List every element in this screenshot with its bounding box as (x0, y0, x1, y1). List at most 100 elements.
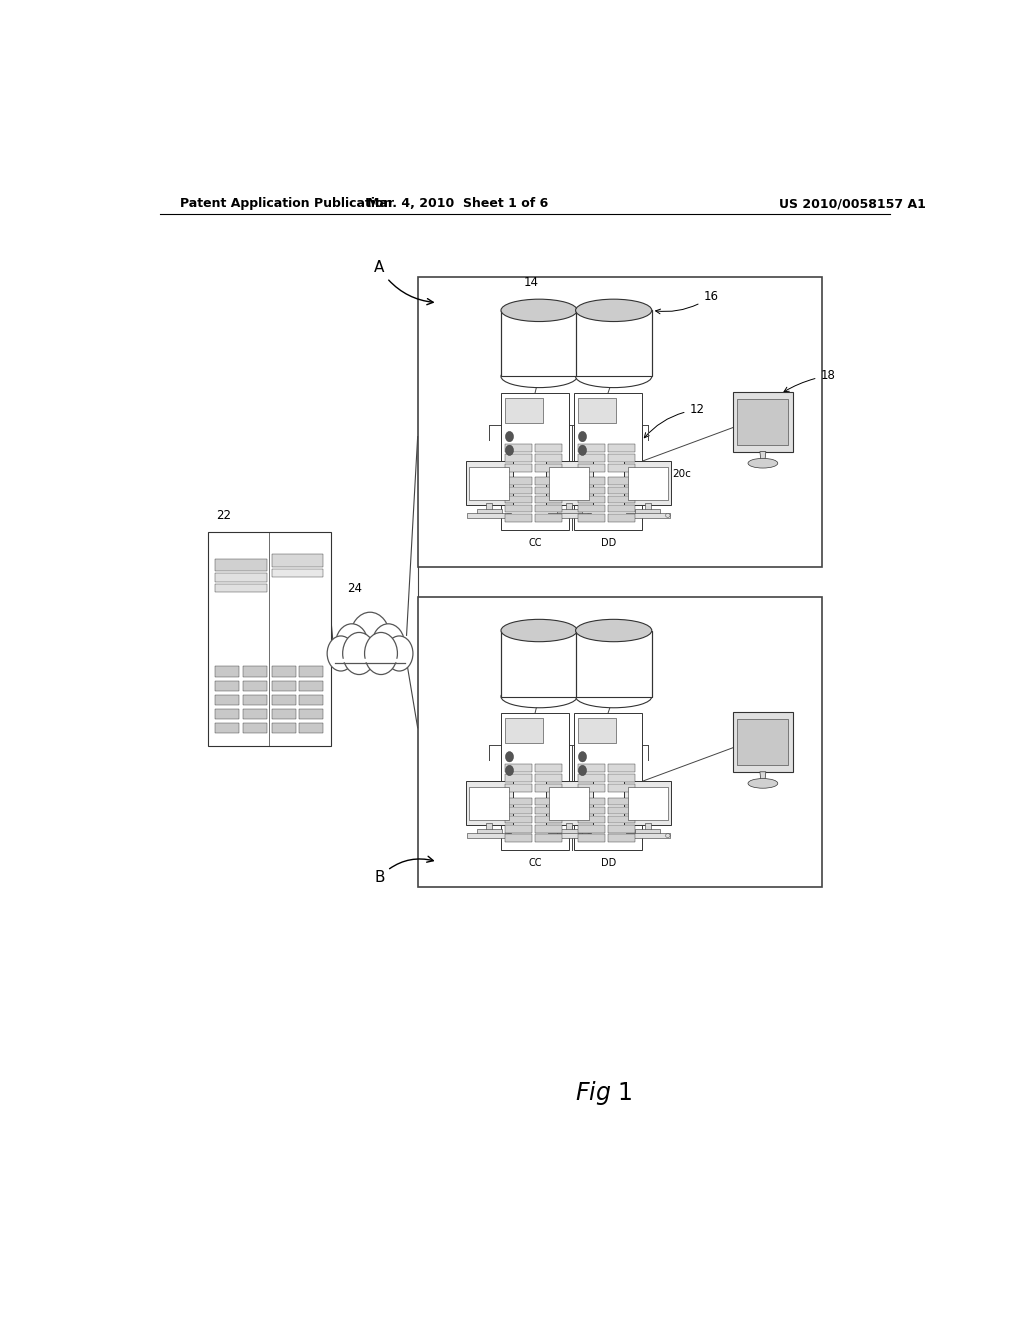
Circle shape (506, 751, 513, 762)
FancyBboxPatch shape (418, 598, 822, 887)
Ellipse shape (666, 834, 670, 837)
Ellipse shape (575, 685, 651, 708)
FancyBboxPatch shape (579, 797, 605, 805)
FancyBboxPatch shape (626, 833, 670, 838)
FancyBboxPatch shape (557, 829, 582, 834)
FancyBboxPatch shape (536, 834, 562, 842)
FancyBboxPatch shape (608, 764, 635, 772)
Circle shape (336, 624, 369, 665)
FancyBboxPatch shape (299, 694, 324, 705)
FancyBboxPatch shape (536, 478, 562, 484)
Polygon shape (760, 451, 766, 463)
FancyBboxPatch shape (579, 784, 605, 792)
FancyBboxPatch shape (579, 513, 605, 521)
Text: 14: 14 (523, 276, 539, 289)
FancyBboxPatch shape (536, 454, 562, 462)
Circle shape (506, 445, 513, 455)
FancyBboxPatch shape (506, 399, 543, 422)
FancyBboxPatch shape (625, 461, 672, 504)
Ellipse shape (575, 619, 651, 642)
FancyBboxPatch shape (271, 723, 296, 733)
FancyBboxPatch shape (486, 824, 492, 830)
FancyBboxPatch shape (608, 816, 635, 824)
FancyBboxPatch shape (628, 467, 668, 500)
Text: DD: DD (600, 539, 615, 548)
FancyBboxPatch shape (608, 445, 635, 453)
FancyBboxPatch shape (506, 797, 532, 805)
FancyBboxPatch shape (506, 513, 532, 521)
Ellipse shape (587, 834, 592, 837)
FancyBboxPatch shape (476, 510, 502, 515)
Circle shape (372, 624, 404, 665)
FancyBboxPatch shape (579, 506, 605, 512)
FancyBboxPatch shape (546, 780, 593, 825)
FancyBboxPatch shape (299, 681, 324, 690)
FancyBboxPatch shape (608, 506, 635, 512)
FancyBboxPatch shape (506, 454, 532, 462)
Circle shape (365, 632, 397, 675)
FancyBboxPatch shape (418, 277, 822, 568)
FancyBboxPatch shape (536, 764, 562, 772)
FancyBboxPatch shape (608, 454, 635, 462)
FancyBboxPatch shape (476, 829, 502, 834)
FancyBboxPatch shape (243, 723, 267, 733)
FancyBboxPatch shape (486, 503, 492, 510)
FancyBboxPatch shape (579, 454, 605, 462)
FancyBboxPatch shape (243, 667, 267, 677)
FancyBboxPatch shape (625, 780, 672, 825)
Text: 10: 10 (542, 375, 557, 388)
FancyBboxPatch shape (608, 825, 635, 833)
FancyBboxPatch shape (733, 392, 793, 451)
FancyBboxPatch shape (737, 718, 788, 766)
FancyBboxPatch shape (628, 787, 668, 821)
Text: 20b: 20b (593, 469, 613, 479)
FancyBboxPatch shape (579, 764, 605, 772)
FancyBboxPatch shape (506, 718, 543, 743)
FancyBboxPatch shape (579, 825, 605, 833)
Ellipse shape (587, 513, 592, 517)
FancyBboxPatch shape (579, 816, 605, 824)
FancyBboxPatch shape (579, 445, 605, 453)
Text: A: A (374, 260, 433, 305)
FancyBboxPatch shape (502, 713, 569, 850)
FancyBboxPatch shape (271, 694, 296, 705)
FancyBboxPatch shape (608, 465, 635, 473)
FancyBboxPatch shape (536, 775, 562, 783)
FancyBboxPatch shape (579, 775, 605, 783)
FancyBboxPatch shape (626, 513, 670, 517)
FancyBboxPatch shape (579, 834, 605, 842)
FancyBboxPatch shape (536, 465, 562, 473)
FancyBboxPatch shape (215, 560, 267, 570)
Text: 22: 22 (216, 510, 230, 523)
Text: DD: DD (600, 858, 615, 869)
Polygon shape (501, 631, 578, 697)
FancyBboxPatch shape (608, 834, 635, 842)
FancyBboxPatch shape (733, 711, 793, 772)
FancyBboxPatch shape (208, 532, 331, 746)
FancyBboxPatch shape (536, 513, 562, 521)
FancyBboxPatch shape (574, 713, 642, 850)
FancyBboxPatch shape (243, 681, 267, 690)
FancyBboxPatch shape (557, 510, 582, 515)
FancyBboxPatch shape (536, 807, 562, 814)
FancyBboxPatch shape (506, 496, 532, 503)
Circle shape (579, 751, 587, 762)
FancyBboxPatch shape (536, 445, 562, 453)
FancyBboxPatch shape (271, 569, 324, 577)
FancyBboxPatch shape (271, 681, 296, 690)
FancyBboxPatch shape (506, 764, 532, 772)
FancyBboxPatch shape (536, 797, 562, 805)
FancyBboxPatch shape (608, 513, 635, 521)
FancyBboxPatch shape (536, 496, 562, 503)
FancyBboxPatch shape (271, 554, 324, 566)
FancyBboxPatch shape (215, 694, 240, 705)
FancyBboxPatch shape (608, 807, 635, 814)
FancyBboxPatch shape (215, 681, 240, 690)
FancyBboxPatch shape (579, 487, 605, 494)
FancyBboxPatch shape (548, 513, 591, 517)
Text: 12: 12 (644, 404, 705, 438)
FancyBboxPatch shape (579, 807, 605, 814)
FancyBboxPatch shape (506, 825, 532, 833)
FancyBboxPatch shape (469, 787, 509, 821)
Text: 24: 24 (347, 582, 361, 595)
